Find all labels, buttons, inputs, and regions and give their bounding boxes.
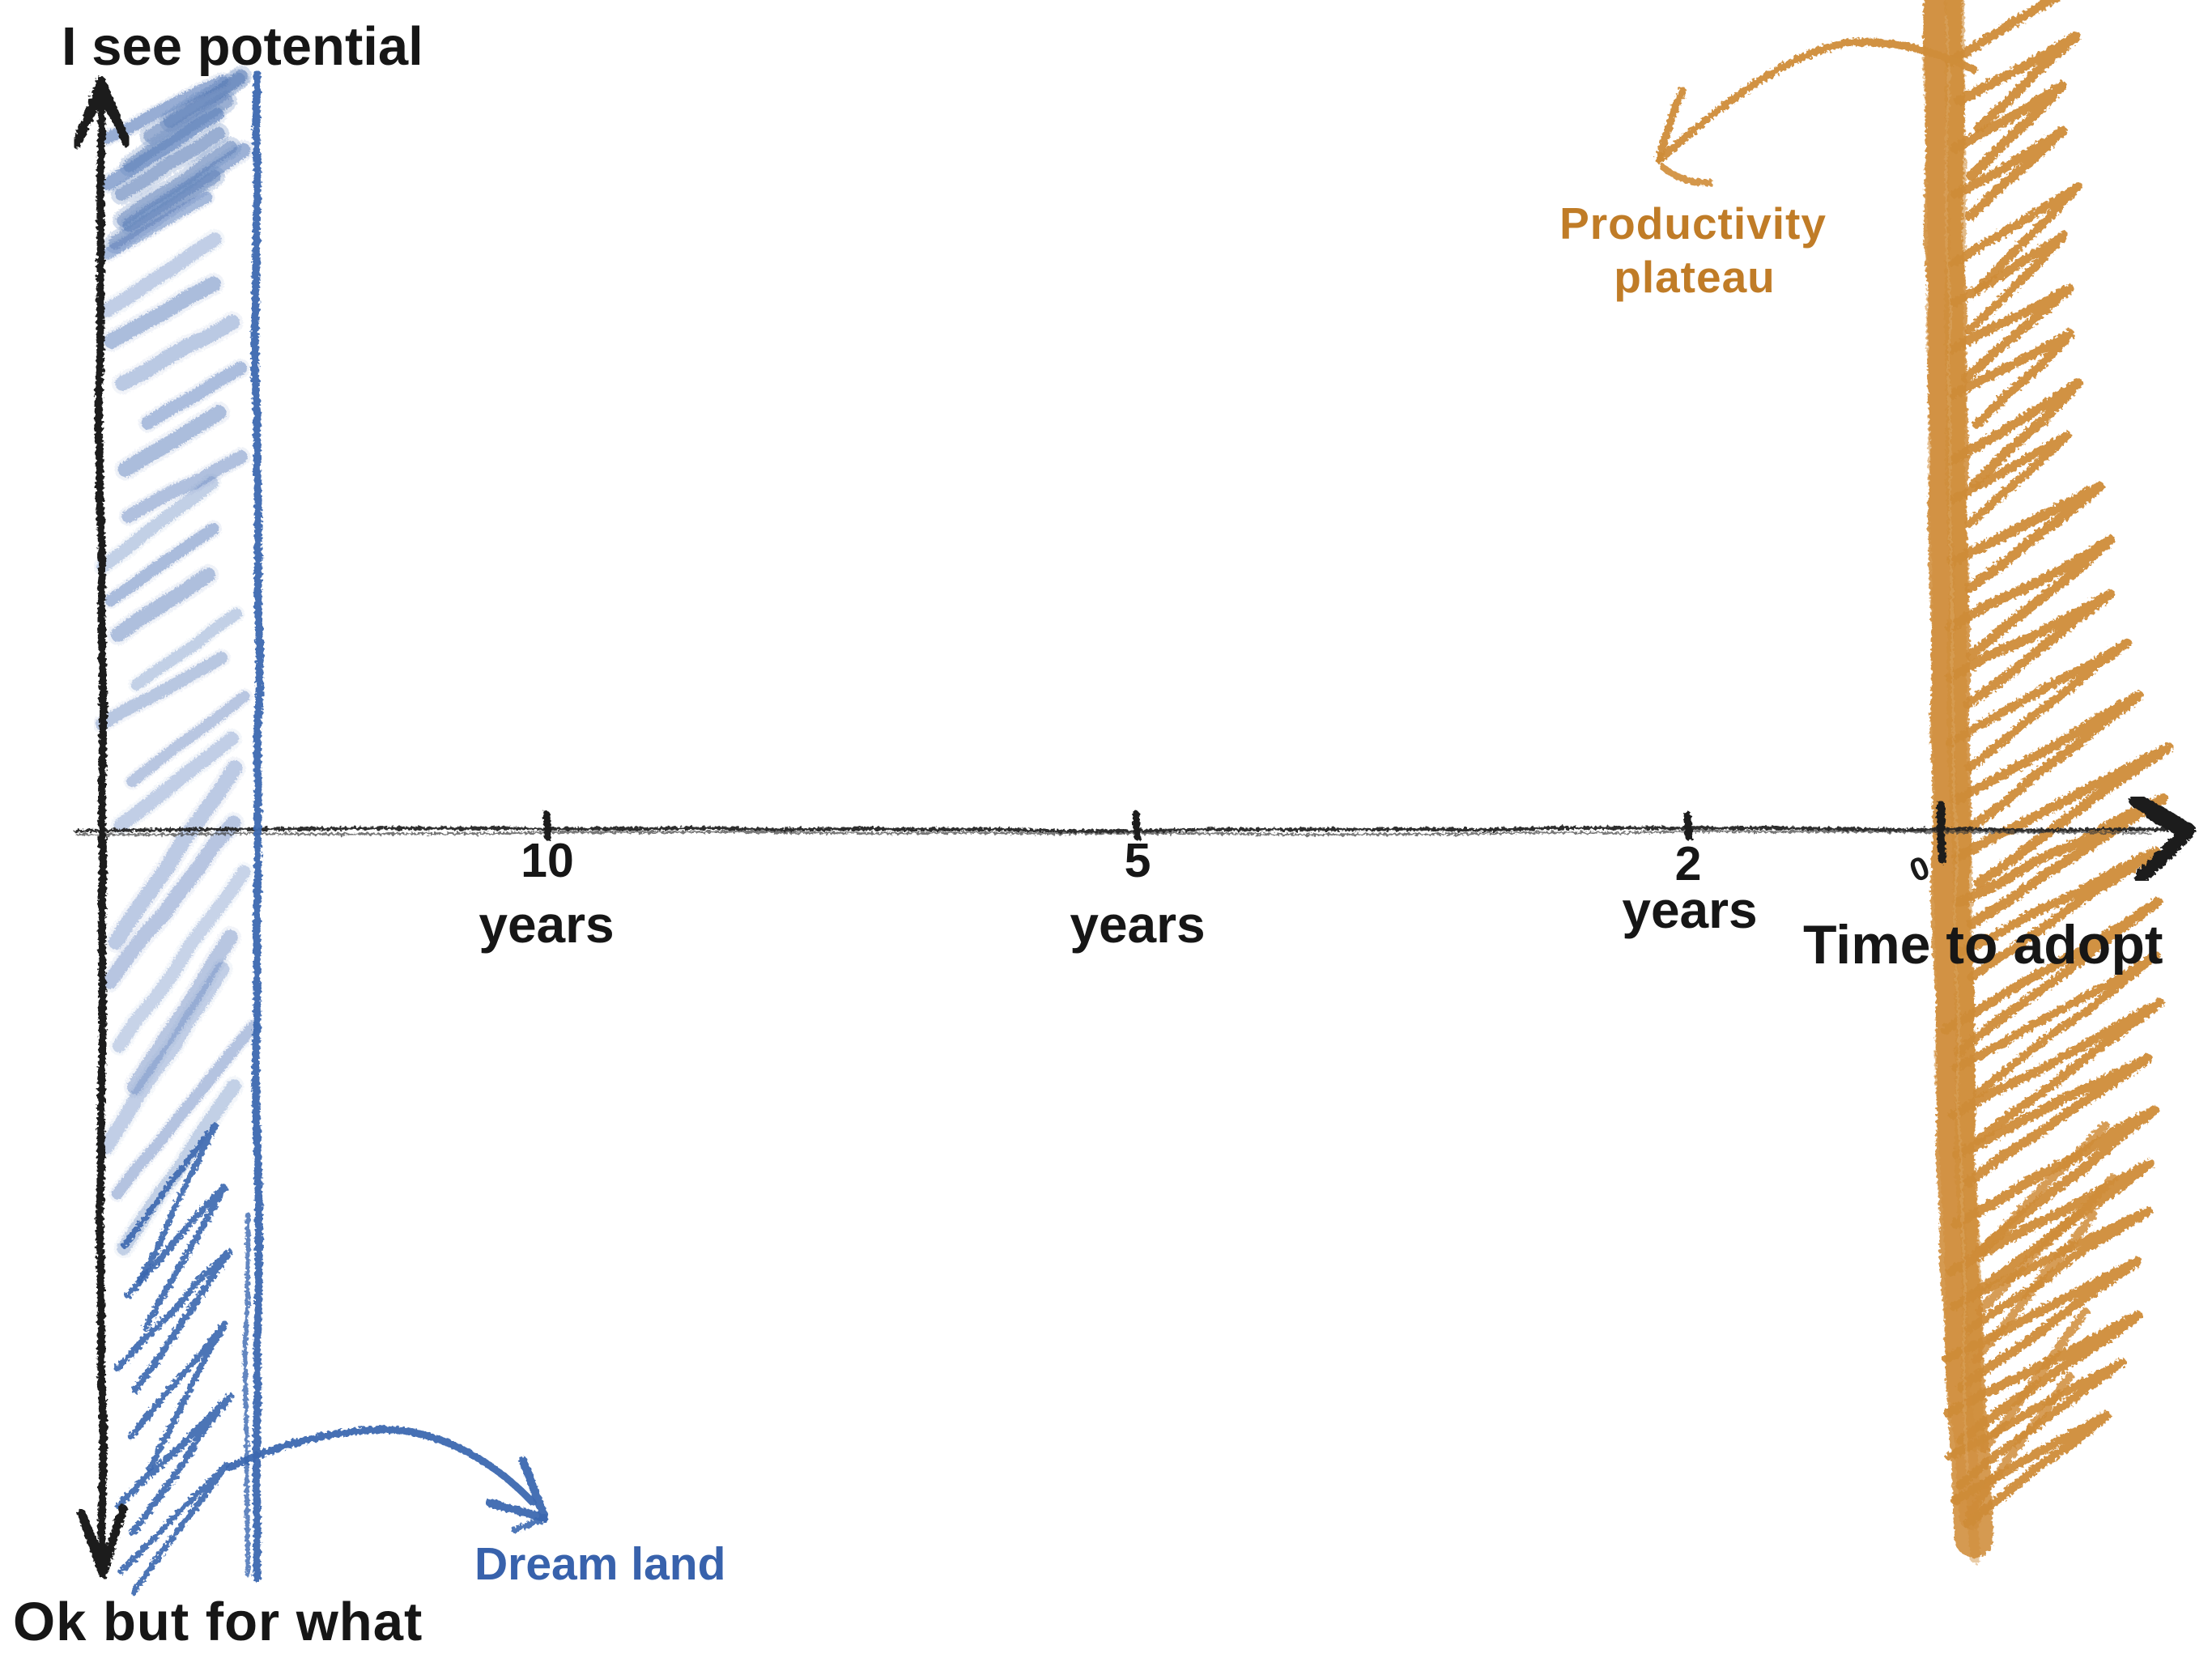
svg-text:10: 10 [521, 834, 574, 887]
svg-text:Time to adopt: Time to adopt [1803, 914, 2163, 976]
svg-text:5: 5 [1125, 834, 1151, 887]
svg-text:Productivity: Productivity [1559, 198, 1827, 249]
svg-text:2: 2 [1675, 837, 1702, 891]
svg-text:I see potential: I see potential [62, 16, 423, 77]
svg-text:years: years [1070, 895, 1205, 954]
svg-text:years: years [479, 895, 614, 954]
svg-text:years: years [1622, 881, 1757, 939]
svg-text:Dream land: Dream land [474, 1538, 725, 1590]
svg-text:plateau: plateau [1614, 252, 1776, 302]
svg-text:Ok but for what: Ok but for what [13, 1592, 423, 1652]
svg-text:0: 0 [1905, 849, 1935, 889]
